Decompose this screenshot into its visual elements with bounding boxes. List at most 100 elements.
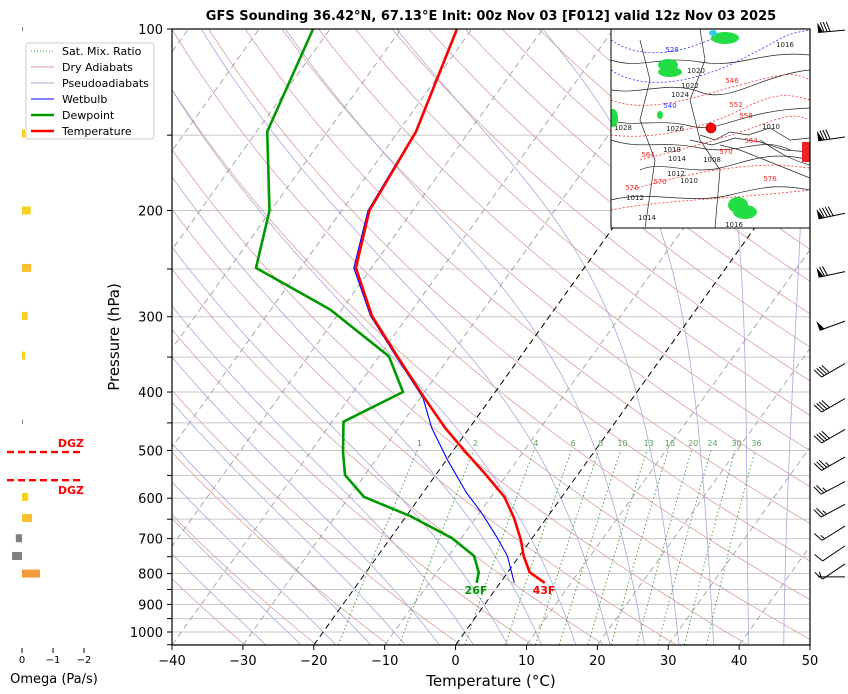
legend-label: Temperature [61,125,132,138]
legend-item: Dry Adiabats [31,61,133,74]
x-tick-label: −40 [158,654,185,669]
omega-bar [12,551,22,560]
wind-barb [813,398,846,413]
barb-flag [816,209,824,219]
x-tick-label: −10 [371,654,398,669]
pseudoadiabat-line [783,29,805,645]
barb-feather [822,21,828,32]
pressure-contour [759,139,810,166]
isotherm-line [172,29,402,350]
pressure-contour [719,144,810,179]
barb-staff [822,545,846,562]
wind-barb [813,525,846,541]
precip-area [657,111,663,119]
barb-feather [821,207,828,218]
mixing-ratio-label: 1 [417,439,422,448]
barb-feather [813,509,822,518]
map-contour-label: 1020 [687,67,705,75]
omega-bar [22,311,28,320]
x-tick-label: 0 [451,654,459,669]
dry-adiabat-line [281,29,810,487]
dry-adiabat-line [428,29,810,348]
map-contour-label: 570 [653,178,666,186]
barb-feather [813,435,822,444]
wind-barb [818,571,845,578]
pseudoadiabat-line [172,442,371,645]
dry-adiabat-line [501,29,810,282]
pseudoadiabat-line [172,401,406,645]
barb-feather [821,400,830,408]
pressure-contour [639,155,810,171]
barb-half-feather [819,571,822,577]
pressure-contour [611,69,810,96]
barb-half-feather [825,462,830,467]
mixing-ratio-label: 2 [473,439,478,448]
barb-feather [813,462,822,471]
mixing-ratio-line [610,450,669,645]
wind-barb [813,481,846,495]
barb-feather [814,553,823,562]
pseudoadiabat-line [172,176,542,645]
barb-feather [813,369,822,378]
map-contour-label: 552 [729,101,742,109]
barb-feather [818,401,828,410]
barb-feather [816,368,825,376]
dry-adiabat-line [172,328,533,645]
legend-item: Temperature [31,125,132,138]
pseudoadiabat-line [172,553,267,645]
map-contour-label: 1008 [703,156,721,164]
barb-feather [816,403,825,411]
mixing-ratio-line [684,450,736,645]
map-contour-label: 1028 [614,124,632,132]
pressure-contour [689,137,810,153]
x-tick-label: 50 [802,654,819,669]
wetbulb-trace [353,29,515,584]
pressure-contour [689,29,721,228]
chart-title: GFS Sounding 36.42°N, 67.13°E Init: 00z … [206,9,776,24]
x-tick-label: 10 [518,654,535,669]
x-tick-label: 30 [660,654,677,669]
barb-feather [821,266,828,276]
map-contour-label: 1012 [667,170,685,178]
mixing-ratio-label: 36 [751,439,761,448]
barb-feather [816,461,825,470]
dry-adiabat-line [172,208,677,645]
precip-area [709,30,717,36]
y-tick-label: 600 [138,492,163,507]
wind-barb [813,503,846,518]
map-contour-label: 1024 [671,91,689,99]
y-tick-label: 100 [138,23,163,38]
pseudoadiabat-line [542,29,715,645]
ylabel: Pressure (hPa) [105,283,123,391]
pseudoadiabat-line [284,29,645,645]
dewpoint-trace [254,29,480,584]
pseudoadiabat-line [172,305,474,645]
dry-adiabat-line [172,578,245,645]
barb-feather [818,432,828,441]
omega-bar [15,534,22,543]
axes: −40 −30 −20 −10 0 10 20 30 40 5010020030040050060… [130,23,818,669]
barb-feather [824,206,831,217]
barb-staff [821,398,846,413]
precip-area [611,109,618,127]
legend-label: Sat. Mix. Ratio [62,45,142,58]
sounding-location-marker [705,122,717,134]
xlabel: Temperature (°C) [425,672,555,690]
omega-bar [22,129,26,138]
isotherm-line [809,644,810,645]
dgz-label: DGZ [58,484,84,497]
dry-adiabat-line [391,29,810,382]
barb-feather [821,430,830,439]
legend-item: Sat. Mix. Ratio [31,45,142,58]
map-contour-label: 558 [739,112,752,120]
temperature-surface-label: 43F [533,584,556,597]
barb-feather [818,459,828,468]
dry-adiabat-line [172,389,461,645]
omega-xlabel: Omega (Pa/s) [10,672,98,687]
isotherm-line [172,29,544,547]
height-contour [611,95,810,137]
mixing-ratio-label: 13 [644,439,654,448]
barb-half-feather [822,487,827,492]
mixing-ratio-label: 4 [533,439,538,448]
wind-barb [816,266,846,278]
